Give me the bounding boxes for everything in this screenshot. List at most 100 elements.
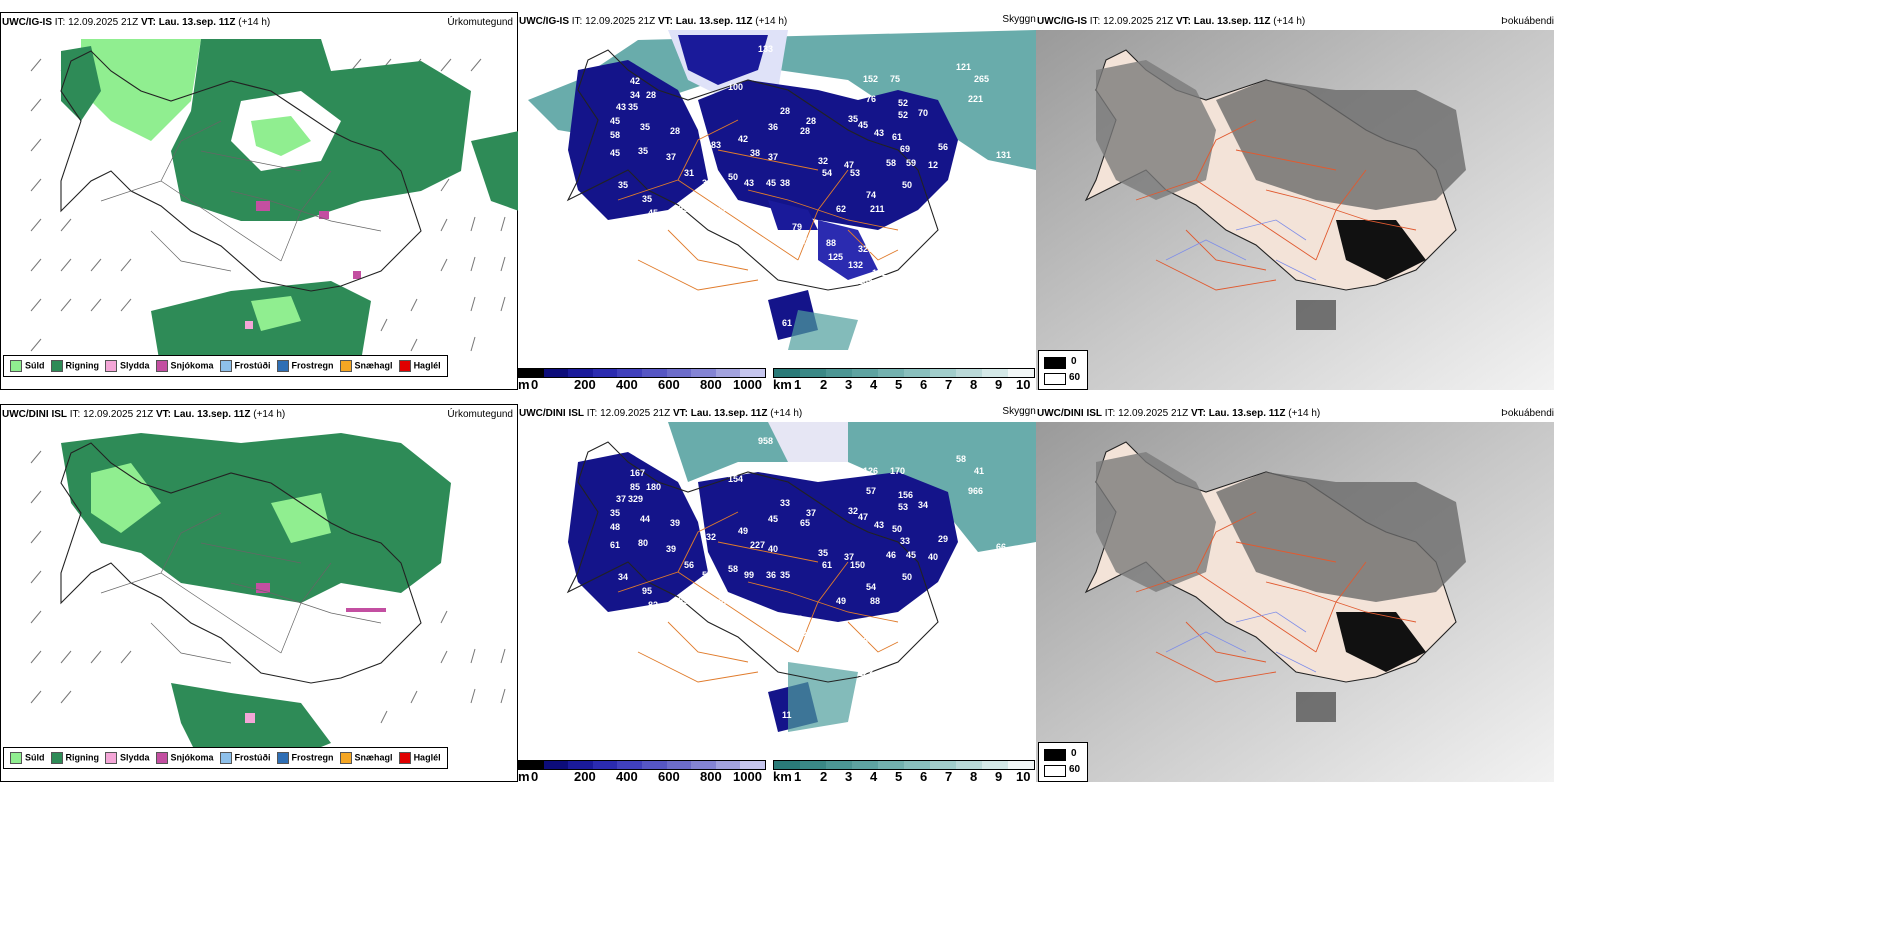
ceiling-label: 52 — [898, 110, 908, 120]
ceiling-label: 62 — [836, 204, 846, 214]
precip-title: Úrkomutegund — [447, 409, 513, 420]
legend-item: Súld — [10, 752, 45, 764]
ceiling-label: 131 — [996, 150, 1011, 160]
visibility-tick: 2 — [820, 377, 827, 392]
ceiling-label: 28 — [670, 126, 680, 136]
ceiling-label: 221 — [968, 94, 983, 104]
ceiling-label: 51 — [744, 230, 754, 240]
fog-legend: 0 60 — [1038, 350, 1088, 390]
ceiling-label: 35 — [642, 194, 652, 204]
ceiling-label: 54 — [822, 168, 832, 178]
ceiling-tick: 0 — [531, 377, 538, 392]
ceiling-label: 211 — [870, 204, 885, 214]
row2-header: UWC/DINI ISL IT: 12.09.2025 21Z VT: Lau.… — [2, 409, 285, 420]
ceiling-label: 43 — [744, 178, 754, 188]
ceiling-label: 79 — [792, 222, 802, 232]
ceiling-label: 45 — [858, 120, 868, 130]
cloud-panel-top: UWC/IG-IS IT: 12.09.2025 21Z VT: Lau. 13… — [518, 12, 1036, 390]
ceiling-label: 42 — [738, 134, 748, 144]
ceiling-label: 28 — [646, 90, 656, 100]
ceiling-label: 53 — [898, 502, 908, 512]
ceiling-tick: 1000 — [733, 769, 762, 784]
ceiling-label: 58 — [956, 454, 966, 464]
ceiling-label: 52 — [802, 628, 812, 638]
ceiling-label: 128 — [828, 644, 843, 654]
ceiling-label: 5 — [748, 328, 753, 338]
visibility-tick: 7 — [945, 377, 952, 392]
ceiling-label: 63 — [858, 636, 868, 646]
legend-item: Snjókoma — [156, 360, 214, 372]
ceiling-label: 180 — [646, 482, 661, 492]
ceiling-label: 35 — [610, 508, 620, 518]
ceiling-label: 97 — [938, 192, 948, 202]
legend-item: Súld — [10, 360, 45, 372]
ceiling-label: 74 — [866, 190, 876, 200]
visibility-unit: km — [773, 377, 792, 392]
ceiling-label: 38 — [750, 148, 760, 158]
ceiling-label: 99 — [744, 570, 754, 580]
ceiling-label: 69 — [900, 144, 910, 154]
ceiling-label: 97 — [898, 230, 908, 240]
ceiling-label: 76 — [866, 94, 876, 104]
ceiling-label: 75 — [890, 74, 900, 84]
ceiling-label: 183 — [706, 140, 721, 150]
ceiling-label: 95 — [642, 586, 652, 596]
ceiling-label: 37 — [666, 152, 676, 162]
fog-map-bottom — [1036, 422, 1554, 782]
fog-panel-top: UWC/IG-IS IT: 12.09.2025 21Z VT: Lau. 13… — [1036, 12, 1554, 390]
ceiling-label: 45 — [766, 178, 776, 188]
ceiling-label: 132 — [848, 260, 863, 270]
ceiling-tick: 200 — [574, 377, 596, 392]
legend-item: Rigning — [51, 752, 100, 764]
precip-panel-bottom: UWC/DINI ISL IT: 12.09.2025 21Z VT: Lau.… — [0, 404, 518, 782]
ceiling-tick: 200 — [574, 769, 596, 784]
ceiling-label: 48 — [610, 522, 620, 532]
ceiling-label: 133 — [758, 44, 773, 54]
fog-legend-bottom: 0 60 — [1038, 742, 1088, 782]
ceiling-label: 47 — [858, 512, 868, 522]
ceiling-label: 33 — [900, 536, 910, 546]
ceiling-label: 37 — [768, 152, 778, 162]
ceiling-tick: 400 — [616, 769, 638, 784]
ceiling-label: 125 — [828, 252, 843, 262]
fog-title: Þokuábendi — [1501, 16, 1554, 27]
visibility-tick: 10 — [1016, 769, 1030, 784]
ceiling-label: 54 — [866, 582, 876, 592]
ceiling-label: 108 — [926, 640, 941, 650]
ceiling-label: 132 — [872, 268, 887, 278]
ceiling-tick: 600 — [658, 377, 680, 392]
ceiling-label: 45 — [792, 614, 802, 624]
ceiling-label: 39 — [666, 544, 676, 554]
ceiling-label: 88 — [870, 596, 880, 606]
ceiling-label: 32 — [848, 506, 858, 516]
ceiling-label: 329 — [628, 494, 643, 504]
ceiling-label: 55 — [678, 596, 688, 606]
ceiling-label: 57 — [866, 486, 876, 496]
cloud-map — [518, 30, 1036, 390]
row1-header-right: UWC/IG-IS IT: 12.09.2025 21Z VT: Lau. 13… — [1037, 16, 1305, 27]
ceiling-label: 70 — [918, 108, 928, 118]
ceiling-label: 12 — [928, 160, 938, 170]
visibility-tick: 1 — [794, 769, 801, 784]
ceiling-label: 50 — [902, 572, 912, 582]
visibility-tick: 4 — [870, 377, 877, 392]
ceiling-label: 135 — [858, 276, 873, 286]
visibility-tick: 3 — [845, 377, 852, 392]
ceiling-label: 12 — [926, 248, 936, 258]
ceiling-label: 28 — [780, 106, 790, 116]
ceiling-label: 41 — [974, 466, 984, 476]
ceiling-label: 61 — [782, 318, 792, 328]
ceiling-label: 49 — [738, 526, 748, 536]
ceiling-label: 56 — [684, 560, 694, 570]
ceiling-label: 61 — [938, 584, 948, 594]
ceiling-label: 40 — [744, 622, 754, 632]
fog-panel-bottom: UWC/DINI ISL IT: 12.09.2025 21Z VT: Lau.… — [1036, 404, 1554, 782]
ceiling-label: 45 — [610, 116, 620, 126]
ceiling-label: 58 — [728, 564, 738, 574]
ceiling-label: 150 — [850, 560, 865, 570]
ceiling-label: 35 — [780, 570, 790, 580]
visibility-tick: 3 — [845, 769, 852, 784]
ceiling-label: 35 — [818, 548, 828, 558]
ceiling-tick: 0 — [531, 769, 538, 784]
ceiling-label: 58 — [610, 130, 620, 140]
